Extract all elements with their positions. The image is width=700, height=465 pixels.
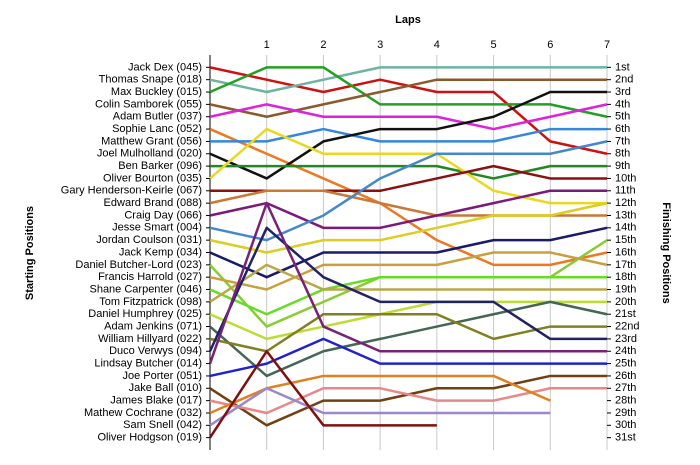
x-tick-label: 7	[604, 39, 610, 51]
series-line	[208, 226, 607, 352]
y2-tick-label: 13th	[615, 209, 636, 221]
start-label: Oliver Hodgson (019)	[97, 432, 202, 444]
y2-tick-label: 14th	[615, 222, 636, 234]
y2-tick-label: 7th	[615, 135, 630, 147]
start-label: Joel Mulholland (020)	[97, 148, 202, 160]
x-tick-label: 3	[377, 39, 383, 51]
series-line	[209, 337, 607, 378]
y2-tick-label: 24th	[615, 345, 636, 357]
series-line	[209, 90, 607, 180]
y2-tick-label: 4th	[615, 98, 630, 110]
y2-tick-label: 18th	[615, 271, 636, 283]
series-line	[209, 251, 608, 291]
y2-tick-label: 27th	[615, 382, 636, 394]
y2-tick-label: 1st	[615, 61, 630, 73]
x-tick-label: 4	[434, 39, 440, 51]
y2-tick-label: 25th	[615, 358, 636, 370]
start-label: Sophie Lanc (052)	[112, 123, 202, 135]
y2-tick-label: 22nd	[615, 320, 639, 332]
y2-tick-label: 2nd	[615, 74, 633, 86]
series-line	[209, 201, 608, 254]
y2-tick-label: 23rd	[615, 333, 637, 345]
start-label: Jordan Coulson (031)	[96, 234, 202, 246]
start-label: Gary Henderson-Keirle (067)	[61, 185, 202, 197]
start-label: William Hillyard (022)	[98, 333, 202, 345]
start-label: Shane Carpenter (046)	[89, 283, 202, 295]
start-label: Ben Barker (096)	[118, 160, 202, 172]
x-tick-label: 6	[547, 39, 553, 51]
start-label: Jack Dex (045)	[128, 61, 202, 73]
series-line	[210, 127, 607, 143]
start-label: Sam Snell (042)	[123, 419, 202, 431]
series-line	[209, 263, 607, 303]
start-label: Colin Samborek (055)	[95, 98, 202, 110]
y2-tick-label: 9th	[615, 160, 630, 172]
start-label: Lindsay Butcher (014)	[94, 358, 202, 370]
y2-tick-label: 5th	[615, 111, 630, 123]
series-line	[209, 66, 608, 118]
y2-tick-label: 3rd	[615, 86, 631, 98]
start-label: Duco Verwys (094)	[109, 345, 202, 357]
y2-tick-label: 20th	[615, 296, 636, 308]
start-label: Max Buckley (015)	[111, 86, 202, 98]
start-label: Mathew Cochrane (032)	[84, 407, 202, 419]
y2-tick-label: 15th	[615, 234, 636, 246]
y2-tick-label: 28th	[615, 395, 636, 407]
x-tick-label: 1	[264, 39, 270, 51]
y2-tick-label: 16th	[615, 246, 636, 258]
start-label: Oliver Bourton (035)	[103, 172, 202, 184]
start-label: Francis Harrold (027)	[98, 271, 202, 283]
start-label: Jack Kemp (034)	[119, 246, 202, 258]
y2-tick-label: 30th	[615, 419, 636, 431]
y2-tick-label: 17th	[615, 259, 636, 271]
series-line	[209, 275, 607, 316]
start-label: Adam Butler (037)	[113, 111, 202, 123]
start-label: Daniel Humphrey (025)	[88, 308, 202, 320]
x-tick-label: 2	[320, 39, 326, 51]
y2-tick-label: 11th	[615, 185, 636, 197]
y2-tick-label: 31st	[615, 432, 636, 444]
start-label: Craig Day (066)	[124, 209, 202, 221]
series-line	[209, 300, 607, 341]
start-label: Matthew Grant (056)	[101, 135, 202, 147]
series-line	[209, 103, 608, 131]
start-label: Adam Jenkins (071)	[104, 320, 202, 332]
series-line	[209, 300, 608, 378]
series-line	[209, 66, 607, 94]
y2-axis-label: Finishing Positions	[660, 202, 672, 303]
chart-title: Laps	[395, 14, 421, 26]
y2-tick-label: 29th	[615, 407, 636, 419]
start-label: Daniel Butcher-Lord (023)	[75, 259, 202, 271]
x-tick-label: 5	[491, 39, 497, 51]
series-line	[209, 312, 607, 353]
y2-tick-label: 6th	[615, 123, 630, 135]
y2-tick-label: 19th	[615, 283, 636, 295]
start-label: Joe Porter (051)	[123, 370, 202, 382]
series-line	[209, 226, 608, 279]
series-line	[209, 127, 607, 205]
series-line	[209, 387, 551, 427]
series-line	[209, 78, 607, 118]
series-line	[209, 189, 607, 230]
series-line	[209, 387, 607, 415]
start-label: Jake Ball (010)	[129, 382, 202, 394]
series-line	[208, 350, 437, 439]
start-label: Jesse Smart (004)	[112, 222, 202, 234]
series-line	[208, 201, 607, 365]
y2-tick-label: 26th	[615, 370, 636, 382]
y2-tick-label: 21st	[615, 308, 636, 320]
start-label: James Blake (017)	[110, 395, 202, 407]
start-label: Tom Fitzpatrick (098)	[99, 296, 202, 308]
start-label: Thomas Snape (018)	[99, 74, 202, 86]
start-label: Edward Brand (088)	[104, 197, 202, 209]
y2-tick-label: 12th	[615, 197, 636, 209]
y-axis-label: Starting Positions	[24, 206, 36, 300]
y2-tick-label: 10th	[615, 172, 636, 184]
y2-tick-label: 8th	[615, 148, 630, 160]
